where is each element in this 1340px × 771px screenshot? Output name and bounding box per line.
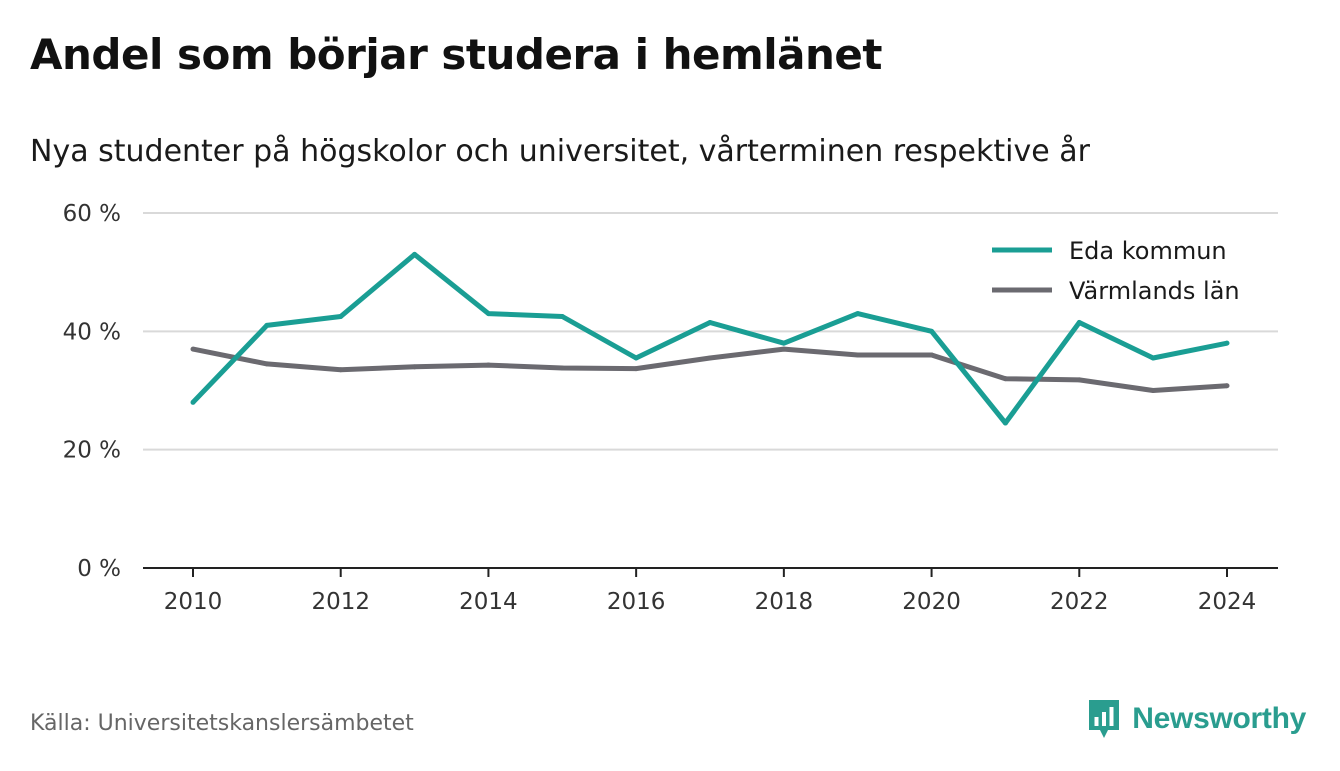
chart-subtitle: Nya studenter på högskolor och universit… — [30, 134, 1090, 169]
data-point — [338, 367, 344, 373]
y-tick-label: 0 % — [77, 556, 121, 582]
source-note: Källa: Universitetskanslersämbetet — [30, 711, 414, 736]
data-point — [929, 352, 935, 358]
brand-name: Newsworthy — [1132, 702, 1306, 735]
data-point — [485, 362, 491, 368]
x-tick-label: 2018 — [755, 589, 814, 615]
data-point — [707, 355, 713, 361]
legend-label: Eda kommun — [1069, 237, 1227, 265]
x-tick-label: 2016 — [607, 589, 666, 615]
data-point — [338, 314, 344, 320]
data-point — [929, 328, 935, 334]
data-point — [1002, 420, 1008, 426]
data-point — [1002, 376, 1008, 382]
data-point — [190, 399, 196, 405]
newsworthy-brand[interactable]: Newsworthy — [1086, 697, 1306, 741]
data-point — [412, 364, 418, 370]
y-tick-label: 40 % — [63, 319, 121, 345]
x-tick-label: 2024 — [1198, 589, 1257, 615]
data-point — [264, 322, 270, 328]
data-point — [781, 340, 787, 346]
data-point — [1076, 377, 1082, 383]
x-tick-label: 2022 — [1050, 589, 1109, 615]
x-tick-label: 2020 — [902, 589, 961, 615]
y-tick-label: 20 % — [63, 438, 121, 464]
data-point — [559, 314, 565, 320]
newsworthy-logo-icon — [1089, 700, 1120, 738]
data-point — [1224, 383, 1230, 389]
data-point — [707, 319, 713, 325]
data-point — [633, 355, 639, 361]
data-point — [855, 352, 861, 358]
y-tick-label: 60 % — [63, 201, 121, 227]
legend-label: Värmlands län — [1069, 277, 1240, 305]
data-point — [855, 311, 861, 317]
data-point — [1150, 355, 1156, 361]
x-tick-label: 2012 — [311, 589, 370, 615]
data-point — [485, 311, 491, 317]
data-point — [781, 346, 787, 352]
data-point — [264, 361, 270, 367]
series-line-1 — [192, 346, 1228, 393]
data-point — [190, 346, 196, 352]
data-point — [559, 365, 565, 371]
data-point — [412, 251, 418, 257]
data-point — [1150, 388, 1156, 393]
data-point — [633, 366, 639, 372]
data-point — [1076, 319, 1082, 325]
x-tick-label: 2014 — [459, 589, 518, 615]
chart-title: Andel som börjar studera i hemlänet — [30, 30, 883, 79]
data-point — [1224, 340, 1230, 346]
x-tick-label: 2010 — [164, 589, 223, 615]
